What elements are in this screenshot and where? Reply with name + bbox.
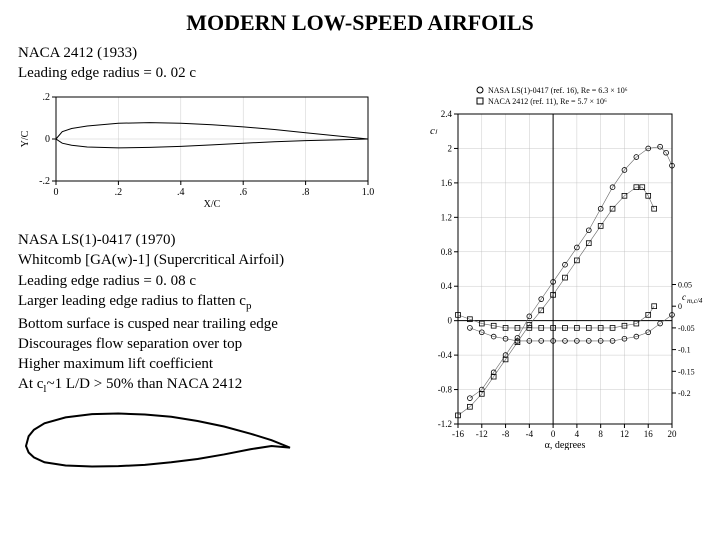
svg-text:-0.1: -0.1 (678, 346, 691, 355)
left-column: NACA 2412 (1933) Leading edge radius = 0… (18, 44, 418, 487)
svg-text:-0.15: -0.15 (678, 367, 695, 376)
nasa-l2: Whitcomb [GA(w)-1] (Supercritical Airfoi… (18, 250, 418, 270)
svg-text:0: 0 (448, 316, 453, 326)
svg-text:16: 16 (644, 429, 654, 439)
nasa-l7: Higher maximum lift coefficient (18, 354, 418, 374)
svg-text:-1.2: -1.2 (438, 419, 452, 429)
svg-text:.4: .4 (177, 187, 185, 198)
svg-text:α, degrees: α, degrees (545, 440, 586, 450)
svg-text:0.8: 0.8 (441, 247, 453, 257)
svg-text:NASA LS(1)-0417 (ref. 16), Re: NASA LS(1)-0417 (ref. 16), Re = 6.3 × 10… (488, 86, 628, 95)
svg-text:1.0: 1.0 (362, 187, 375, 198)
svg-text:-.2: -.2 (39, 176, 50, 187)
nasa-l4: Larger leading edge radius to flatten cp (18, 291, 418, 314)
svg-text:NACA 2412 (ref. 11), Re = 5.7: NACA 2412 (ref. 11), Re = 5.7 × 10⁶ (488, 97, 607, 106)
svg-text:2.4: 2.4 (441, 109, 453, 119)
nasa-l1: NASA LS(1)-0417 (1970) (18, 230, 418, 250)
svg-text:.2: .2 (43, 92, 51, 103)
right-column: NASA LS(1)-0417 (ref. 16), Re = 6.3 × 10… (420, 80, 710, 455)
svg-text:.6: .6 (239, 187, 247, 198)
naca-line2: Leading edge radius = 0. 02 c (18, 64, 418, 84)
svg-text:0: 0 (551, 429, 556, 439)
svg-text:X/C: X/C (204, 199, 221, 209)
svg-text:0: 0 (678, 302, 682, 311)
svg-text:0: 0 (54, 187, 59, 198)
svg-text:0.05: 0.05 (678, 281, 692, 290)
svg-text:2: 2 (448, 143, 453, 153)
svg-text:.2: .2 (115, 187, 123, 198)
nasa-ls-airfoil-shape (18, 397, 298, 482)
svg-text:-0.05: -0.05 (678, 324, 695, 333)
svg-text:-0.8: -0.8 (438, 385, 453, 395)
svg-text:0: 0 (45, 134, 50, 145)
cl-cm-vs-alpha-chart: NASA LS(1)-0417 (ref. 16), Re = 6.3 × 10… (420, 80, 710, 450)
svg-text:c: c (682, 292, 686, 302)
naca2412-profile-chart: 0 .2 .4 .6 .8 1.0 -.2 0 .2 X/C Y/C (18, 89, 378, 209)
svg-text:-12: -12 (476, 429, 488, 439)
nasa-l8: At cl~1 L/D > 50% than NACA 2412 (18, 374, 418, 397)
svg-text:.8: .8 (302, 187, 310, 198)
svg-text:1.2: 1.2 (441, 212, 452, 222)
svg-text:m,c/4: m,c/4 (687, 297, 703, 305)
svg-text:0.4: 0.4 (441, 281, 453, 291)
svg-text:20: 20 (668, 429, 678, 439)
svg-text:-4: -4 (526, 429, 534, 439)
nasa-l3: Leading edge radius = 0. 08 c (18, 271, 418, 291)
nasa-description: NASA LS(1)-0417 (1970) Whitcomb [GA(w)-1… (18, 230, 418, 397)
page-title: MODERN LOW-SPEED AIRFOILS (10, 10, 710, 36)
svg-text:12: 12 (620, 429, 629, 439)
svg-text:4: 4 (575, 429, 580, 439)
naca-line1: NACA 2412 (1933) (18, 44, 418, 64)
nasa-l5: Bottom surface is cusped near trailing e… (18, 314, 418, 334)
svg-text:1.6: 1.6 (441, 178, 453, 188)
svg-text:-0.2: -0.2 (678, 389, 691, 398)
nasa-l6: Discourages flow separation over top (18, 334, 418, 354)
svg-text:Y/C: Y/C (20, 130, 31, 147)
svg-text:-16: -16 (452, 429, 464, 439)
svg-text:-8: -8 (502, 429, 510, 439)
svg-text:cₗ: cₗ (430, 125, 438, 137)
svg-text:-0.4: -0.4 (438, 350, 453, 360)
svg-text:8: 8 (598, 429, 603, 439)
